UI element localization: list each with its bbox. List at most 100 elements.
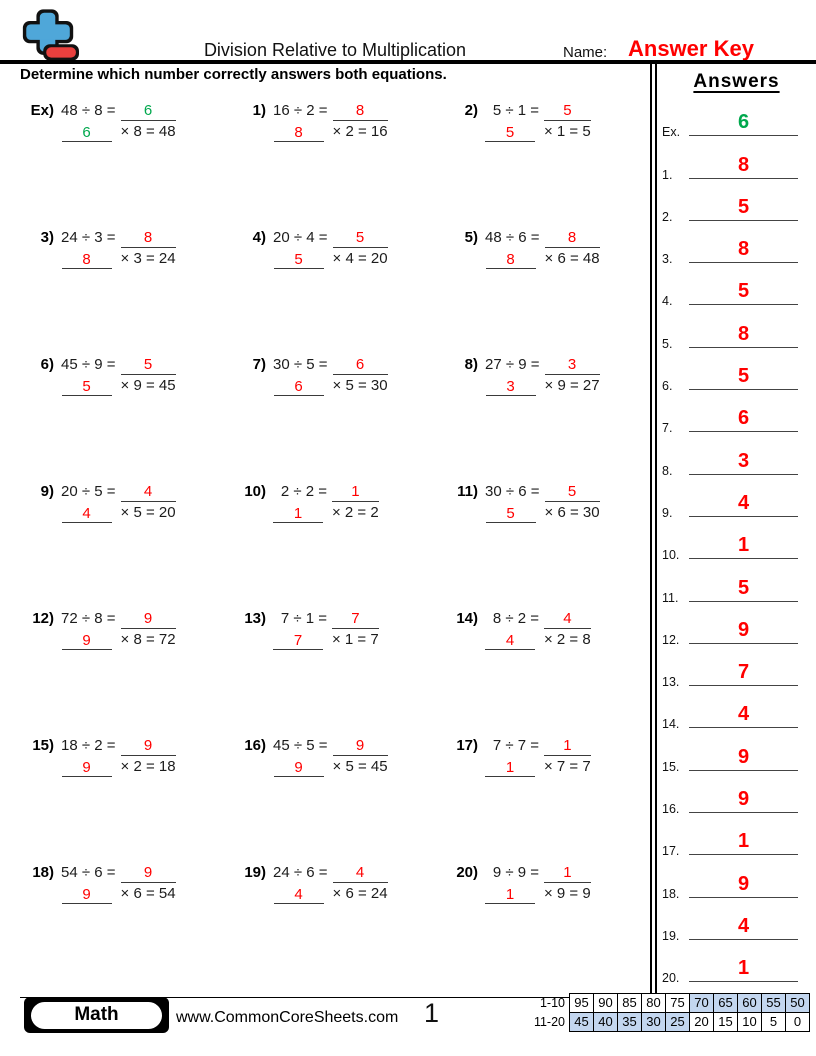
factor-answer-blank: 5 xyxy=(485,124,535,142)
answer-item-label: 12. xyxy=(662,632,680,647)
score-cell: 60 xyxy=(737,993,762,1013)
problem: 2) 5 ÷ 1 = 5 5 × 1 = 5 xyxy=(444,101,650,228)
factor-answer-blank: 9 xyxy=(273,759,324,777)
answers-title: Answers xyxy=(693,71,780,92)
problem-equations: 27 ÷ 9 = 3 3 × 9 = 27 xyxy=(485,355,600,396)
plus-minus-logo-icon xyxy=(22,9,79,61)
answer-item-line xyxy=(689,389,798,391)
answer-item: 17. 1 xyxy=(657,813,816,858)
answer-item: 3. 8 xyxy=(657,221,816,266)
subject-label: Math xyxy=(31,1001,162,1029)
factor-answer-blank: 6 xyxy=(273,378,324,396)
division-equation: 45 ÷ 9 = xyxy=(61,356,116,373)
answers-list: Ex. 6 1. 8 2. 5 3. 8 4. xyxy=(657,94,816,985)
score-cell: 70 xyxy=(689,993,714,1013)
quotient-answer-blank: 1 xyxy=(544,736,591,756)
quotient-answer-blank: 9 xyxy=(332,736,388,756)
problem-number: Ex) xyxy=(30,102,54,119)
division-equation: 7 ÷ 7 = xyxy=(492,737,539,754)
answer-item-line xyxy=(689,558,798,560)
problem: 10) 2 ÷ 2 = 1 1 × 2 = 2 xyxy=(232,482,444,609)
answer-key-text: Answer Key xyxy=(628,36,754,61)
multiplication-equation: × 7 = 7 xyxy=(544,758,591,775)
factor-answer-wrap: 8 xyxy=(485,248,545,269)
site-url: www.CommonCoreSheets.com xyxy=(176,1009,399,1026)
answer-item: 14. 4 xyxy=(657,686,816,731)
factor-answer-wrap: 4 xyxy=(485,629,544,650)
problem-number: 2) xyxy=(464,102,478,119)
answer-item-value: 5 xyxy=(737,280,750,303)
score-cell: 30 xyxy=(641,1012,666,1032)
factor-answer-blank: 4 xyxy=(273,886,324,904)
division-equation: 27 ÷ 9 = xyxy=(485,356,540,373)
answer-item-label: 5. xyxy=(662,336,673,351)
answer-item-value: 8 xyxy=(737,153,750,176)
answer-item-value: 7 xyxy=(737,661,750,684)
answer-item: 9. 4 xyxy=(657,475,816,520)
problem-equations: 16 ÷ 2 = 8 8 × 2 = 16 xyxy=(273,101,388,142)
quotient-answer-blank: 1 xyxy=(544,863,591,883)
factor-answer-blank: 3 xyxy=(485,378,536,396)
answer-item-value: 1 xyxy=(737,830,750,853)
quotient-answer-blank: 5 xyxy=(544,101,591,121)
problem: Ex) 48 ÷ 8 = 6 6 × 8 = 48 xyxy=(20,101,232,228)
problem: 14) 8 ÷ 2 = 4 4 × 2 = 8 xyxy=(444,609,650,736)
answer-item-value: 9 xyxy=(737,618,750,641)
score-cell: 80 xyxy=(641,993,666,1013)
quotient-answer-blank: 9 xyxy=(120,609,176,629)
answer-item-line xyxy=(689,600,798,602)
factor-answer-wrap: 3 xyxy=(485,375,545,396)
score-cell: 55 xyxy=(761,993,786,1013)
problem-equations: 20 ÷ 5 = 4 4 × 5 = 20 xyxy=(61,482,176,523)
multiplication-equation: × 6 = 48 xyxy=(544,250,600,267)
problem-equations: 5 ÷ 1 = 5 5 × 1 = 5 xyxy=(485,101,591,142)
score-cell: 90 xyxy=(593,993,618,1013)
answer-item: 4. 5 xyxy=(657,263,816,308)
instruction-text: Determine which number correctly answers… xyxy=(20,66,447,83)
multiplication-equation: × 3 = 24 xyxy=(120,250,176,267)
problem-number: 7) xyxy=(252,356,266,373)
problem: 1) 16 ÷ 2 = 8 8 × 2 = 16 xyxy=(232,101,444,228)
multiplication-equation: × 2 = 16 xyxy=(332,123,388,140)
multiplication-equation: × 1 = 5 xyxy=(544,123,591,140)
factor-answer-wrap: 5 xyxy=(273,248,333,269)
answer-item: 20. 1 xyxy=(657,940,816,985)
factor-answer-blank: 9 xyxy=(61,886,112,904)
footer-rule xyxy=(20,997,810,998)
problem: 9) 20 ÷ 5 = 4 4 × 5 = 20 xyxy=(20,482,232,609)
division-equation: 30 ÷ 5 = xyxy=(273,356,328,373)
score-row-label: 1-10 xyxy=(539,996,565,1010)
factor-answer-wrap: 4 xyxy=(61,502,121,523)
problem: 19) 24 ÷ 6 = 4 4 × 6 = 24 xyxy=(232,863,444,990)
answer-item-value: 5 xyxy=(737,365,750,388)
answers-panel: Answers Ex. 6 1. 8 2. 5 3. 8 xyxy=(650,64,816,993)
problem: 20) 9 ÷ 9 = 1 1 × 9 = 9 xyxy=(444,863,650,990)
factor-answer-wrap: 5 xyxy=(485,502,545,523)
score-cell: 85 xyxy=(617,993,642,1013)
factor-answer-wrap: 8 xyxy=(273,121,333,142)
score-cell: 75 xyxy=(665,993,690,1013)
answer-item-line xyxy=(689,135,798,137)
problem-equations: 7 ÷ 1 = 7 7 × 1 = 7 xyxy=(273,609,379,650)
answer-item-value: 4 xyxy=(737,491,750,514)
problem-number: 10) xyxy=(244,483,266,500)
division-equation: 7 ÷ 1 = xyxy=(280,610,327,627)
answer-item-label: 6. xyxy=(662,379,673,394)
problem-equations: 24 ÷ 6 = 4 4 × 6 = 24 xyxy=(273,863,388,904)
quotient-answer-blank: 1 xyxy=(332,482,379,502)
problem: 6) 45 ÷ 9 = 5 5 × 9 = 45 xyxy=(20,355,232,482)
problem-equations: 9 ÷ 9 = 1 1 × 9 = 9 xyxy=(485,863,591,904)
problem: 3) 24 ÷ 3 = 8 8 × 3 = 24 xyxy=(20,228,232,355)
score-cell: 65 xyxy=(713,993,738,1013)
problem-equations: 18 ÷ 2 = 9 9 × 2 = 18 xyxy=(61,736,176,777)
factor-answer-wrap: 9 xyxy=(61,756,121,777)
problem-equations: 45 ÷ 5 = 9 9 × 5 = 45 xyxy=(273,736,388,777)
answer-item-label: 19. xyxy=(662,928,680,943)
answer-item-label: Ex. xyxy=(662,125,681,140)
score-cell: 5 xyxy=(761,1012,786,1032)
problem-equations: 20 ÷ 4 = 5 5 × 4 = 20 xyxy=(273,228,388,269)
problem: 13) 7 ÷ 1 = 7 7 × 1 = 7 xyxy=(232,609,444,736)
score-table: 1-10 95 90 85 80 75 70 65 60 55 50 11-20… xyxy=(523,993,810,1032)
quotient-answer-blank: 6 xyxy=(120,101,176,121)
answer-item: 5. 8 xyxy=(657,305,816,351)
